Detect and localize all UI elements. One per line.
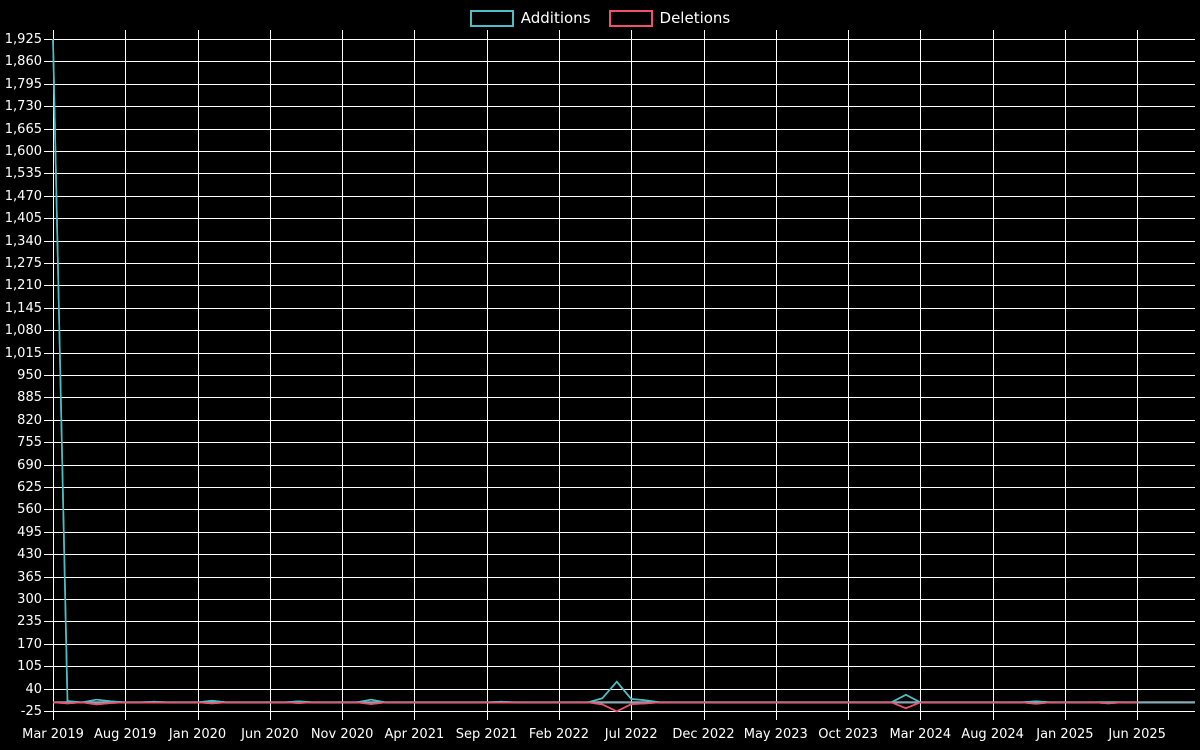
- legend-swatch-additions: [469, 9, 514, 27]
- legend-item-deletions[interactable]: Deletions: [608, 8, 731, 27]
- x-tick-label: Nov 2020: [310, 727, 374, 742]
- series-line-deletions-top: [52, 701, 1138, 713]
- y-axis: 1,925 1,860 1,795 1,730 1,665 1,600 1,535 1,470…: [0, 0, 46, 750]
- y-tick-label: 1,340: [4, 233, 42, 249]
- x-tick-label: Sep 2021: [455, 727, 518, 742]
- x-tick-label: Mar 2019: [22, 727, 84, 742]
- y-tick-label: 1,275: [4, 256, 42, 271]
- y-tick-label: 1,925: [4, 32, 42, 47]
- y-tick-label: 40: [25, 681, 42, 697]
- y-tick-label: 1,080: [4, 323, 42, 339]
- y-tick-label: 1,015: [4, 345, 42, 361]
- legend-swatch-deletions: [608, 9, 653, 27]
- y-tick-label: 430: [17, 547, 42, 563]
- y-tick-label: 300: [17, 592, 42, 607]
- y-tick-label: 1,795: [4, 76, 42, 92]
- y-tick-label: 1,145: [4, 300, 42, 316]
- x-tick-label: May 2023: [743, 727, 808, 742]
- x-tick-label: Aug 2024: [961, 727, 1024, 742]
- y-tick-label: -25: [20, 704, 42, 719]
- y-tick-label: 1,535: [4, 166, 42, 182]
- x-tick-label: Jan 2025: [1036, 727, 1094, 742]
- y-tick-label: 235: [17, 614, 42, 630]
- x-tick-label: Mar 2024: [889, 727, 952, 742]
- x-tick-label: Jul 2022: [604, 727, 658, 742]
- gridlines: [44, 30, 1195, 720]
- y-tick-label: 1,730: [4, 99, 42, 115]
- x-tick-label: Aug 2019: [93, 727, 157, 742]
- x-tick-label: Jun 2020: [241, 727, 299, 742]
- y-tick-label: 950: [17, 368, 42, 383]
- y-tick-label: 625: [17, 480, 42, 495]
- y-tick-label: 690: [17, 457, 42, 473]
- legend-item-additions[interactable]: Additions: [469, 8, 591, 27]
- x-tick-label: Feb 2022: [528, 727, 590, 742]
- chart-legend: Additions Deletions: [0, 4, 1200, 32]
- x-tick-label: Dec 2022: [672, 727, 735, 742]
- y-tick-label: 1,405: [4, 211, 42, 227]
- y-tick-label: 105: [17, 659, 42, 675]
- x-tick-label: Apr 2021: [384, 727, 445, 742]
- x-tick-label: Jun 2025: [1108, 727, 1166, 742]
- legend-label-additions: Additions: [520, 8, 591, 27]
- y-tick-label: 885: [17, 390, 42, 406]
- y-tick-label: 1,210: [4, 278, 42, 294]
- y-tick-label: 560: [17, 502, 42, 518]
- x-tick-label: Oct 2023: [818, 727, 878, 742]
- y-tick-label: 495: [17, 524, 42, 540]
- y-tick-label: 1,665: [4, 121, 42, 137]
- y-tick-label: 365: [17, 569, 42, 585]
- x-tick-label: Jan 2020: [168, 727, 227, 742]
- y-tick-label: 755: [17, 435, 42, 451]
- legend-label-deletions: Deletions: [659, 8, 731, 27]
- y-tick-label: 820: [17, 412, 42, 428]
- y-tick-label: 170: [17, 636, 42, 652]
- y-tick-label: 1,600: [4, 144, 42, 159]
- y-tick-label: 1,860: [4, 54, 42, 70]
- y-tick-label: 1,470: [4, 188, 42, 204]
- series-group: [52, 38, 1195, 713]
